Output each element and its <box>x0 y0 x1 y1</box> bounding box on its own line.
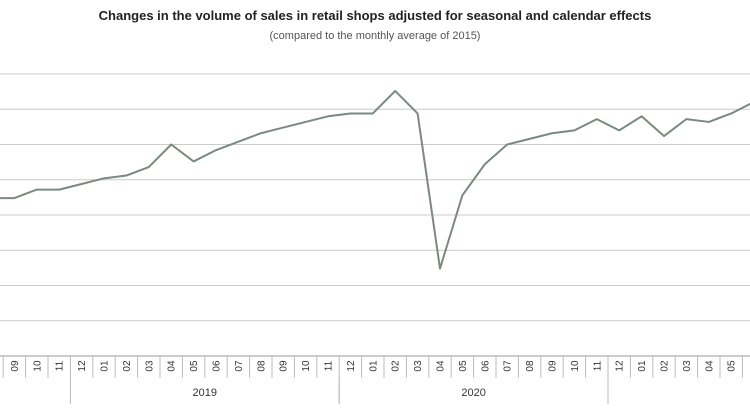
data-point <box>685 118 688 120</box>
data-point <box>618 129 620 132</box>
year-label: 2019 <box>193 387 217 399</box>
data-point <box>282 126 285 129</box>
data-point <box>215 149 217 151</box>
x-tick-label: 03 <box>682 360 693 372</box>
data-point <box>260 132 262 135</box>
data-point <box>13 197 16 199</box>
data-point <box>148 166 150 168</box>
series-layer <box>0 89 750 270</box>
x-tick-label: 04 <box>704 360 715 372</box>
x-tick-label: 11 <box>55 360 66 371</box>
data-point <box>461 194 464 197</box>
data-point <box>528 138 531 140</box>
x-tick-label: 06 <box>212 360 223 372</box>
chart-subtitle: (compared to the monthly average of 2015… <box>269 30 481 42</box>
data-point <box>484 163 486 166</box>
x-tick-label: 02 <box>122 360 133 372</box>
x-tick-label: 05 <box>458 360 469 372</box>
data-point <box>125 174 128 177</box>
data-point <box>708 121 710 123</box>
data-point <box>573 129 576 132</box>
data-point <box>663 135 665 137</box>
chart-title: Changes in the volume of sales in retail… <box>98 8 652 23</box>
data-point <box>170 143 172 146</box>
x-tick-label: 05 <box>189 360 200 372</box>
data-point <box>596 118 598 120</box>
data-point <box>349 112 352 115</box>
x-tick-label: 10 <box>301 360 312 372</box>
x-tick-label: 09 <box>548 360 559 372</box>
x-tick-label: 10 <box>570 360 581 372</box>
x-tick-label: 12 <box>77 360 88 372</box>
data-point <box>327 115 329 118</box>
x-tick-label: 01 <box>637 360 648 372</box>
x-tick-label: 07 <box>234 360 245 372</box>
tick-labels: 09 10 11 12 01 02 03 04 05 06 07 08 09 10 11 12 01 02 03 04… <box>10 360 750 372</box>
data-point <box>237 140 240 143</box>
grid-lines <box>0 73 750 322</box>
data-point <box>394 90 397 92</box>
data-point <box>103 177 105 180</box>
x-tick-label: 07 <box>503 360 514 372</box>
x-tick-label: 03 <box>144 360 155 372</box>
data-point <box>416 112 419 115</box>
x-axis <box>0 355 750 378</box>
x-tick-label: 04 <box>436 360 447 372</box>
x-tick-label: 12 <box>615 360 626 372</box>
data-point <box>640 115 643 118</box>
data-point <box>58 188 60 191</box>
x-tick-label: 09 <box>10 360 21 372</box>
x-tick-label: 01 <box>100 360 111 372</box>
x-tick-label: 05 <box>727 360 738 372</box>
x-tick-label: 06 <box>480 360 491 372</box>
x-tick-label: 02 <box>391 360 402 372</box>
x-tick-label: 03 <box>413 360 424 372</box>
data-point <box>551 132 553 135</box>
x-tick-label: 08 <box>256 360 267 372</box>
data-point <box>36 188 38 191</box>
data-point <box>192 160 195 163</box>
data-point <box>80 183 83 185</box>
x-tick-label: 02 <box>660 360 671 372</box>
year-labels: 2019 2020 <box>69 378 609 404</box>
data-point <box>372 112 374 115</box>
x-tick-label: 04 <box>167 360 178 372</box>
data-point <box>506 143 509 146</box>
x-tick-label: 08 <box>525 360 536 372</box>
x-tick-label: 12 <box>346 360 357 372</box>
x-tick-label: 01 <box>368 360 379 372</box>
x-tick-label: 11 <box>324 360 335 371</box>
year-label: 2020 <box>461 387 485 399</box>
x-tick-label: 11 <box>592 360 603 371</box>
x-tick-label: 09 <box>279 360 290 372</box>
data-point <box>439 267 441 270</box>
data-point <box>304 121 307 123</box>
data-point <box>730 112 732 115</box>
x-tick-label: 10 <box>32 360 43 372</box>
